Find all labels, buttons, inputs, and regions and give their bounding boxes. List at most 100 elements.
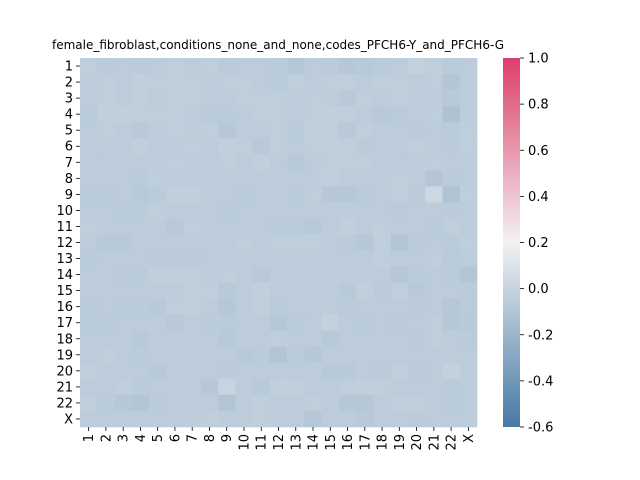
heatmap-cell <box>338 266 357 283</box>
heatmap-cell <box>183 346 202 364</box>
heatmap-cell <box>183 250 202 267</box>
heatmap-cell <box>149 410 167 428</box>
heatmap-cell <box>218 378 236 396</box>
heatmap-cell <box>459 202 478 219</box>
x-tick-label: 4 <box>134 434 149 442</box>
heatmap-cell <box>114 106 133 123</box>
heatmap-cell <box>356 234 374 251</box>
heatmap-cell <box>97 362 115 380</box>
heatmap-cell <box>304 410 322 428</box>
heatmap-cell <box>287 74 305 91</box>
y-tick-label: 3 <box>65 92 73 107</box>
heatmap-cell <box>183 186 202 203</box>
heatmap-cell <box>269 186 288 203</box>
heatmap-cell <box>131 202 150 219</box>
heatmap-cell <box>442 330 461 348</box>
heatmap-cell <box>390 410 409 428</box>
heatmap-cell <box>304 250 322 267</box>
heatmap-cell <box>218 394 236 412</box>
heatmap-cell <box>183 138 202 155</box>
heatmap-cell <box>235 138 253 155</box>
heatmap-cell <box>131 58 150 75</box>
heatmap-cell <box>218 346 236 364</box>
heatmap-cell <box>321 298 340 315</box>
heatmap-cell <box>235 154 253 171</box>
heatmap-cell <box>252 314 271 332</box>
heatmap-cell <box>390 282 409 299</box>
heatmap-cell <box>442 298 461 315</box>
heatmap-cell <box>80 138 98 155</box>
x-tick-label: 10 <box>237 434 252 451</box>
heatmap-cell <box>269 250 288 267</box>
heatmap-cell <box>166 122 184 139</box>
heatmap-cell <box>407 154 426 171</box>
heatmap-cell <box>373 106 391 123</box>
heatmap-cell <box>218 90 236 107</box>
heatmap-cell <box>97 234 115 251</box>
y-tick-label: X <box>64 412 73 427</box>
heatmap-cell <box>269 378 288 396</box>
colorbar-tick-label: 1.0 <box>528 52 549 67</box>
heatmap-cell <box>97 298 115 315</box>
heatmap-cell <box>149 122 167 139</box>
heatmap-cell <box>218 298 236 315</box>
heatmap-cell <box>390 186 409 203</box>
heatmap-cell <box>338 90 357 107</box>
heatmap-cell <box>252 250 271 267</box>
heatmap-cell <box>356 186 374 203</box>
heatmap-cell <box>459 330 478 348</box>
heatmap-cell <box>218 218 236 235</box>
y-tick-label: 7 <box>65 156 73 171</box>
heatmap-cell <box>287 410 305 428</box>
heatmap-cell <box>287 314 305 332</box>
heatmap-cell <box>304 218 322 235</box>
heatmap-cell <box>442 314 461 332</box>
heatmap-cell <box>97 74 115 91</box>
heatmap-cell <box>218 74 236 91</box>
heatmap-cell <box>390 346 409 364</box>
heatmap-cell <box>218 58 236 75</box>
heatmap-cell <box>218 122 236 139</box>
heatmap-cell <box>97 266 115 283</box>
heatmap-cell <box>166 250 184 267</box>
heatmap-cell <box>252 186 271 203</box>
heatmap-cell <box>390 266 409 283</box>
heatmap-cell <box>356 314 374 332</box>
y-tick-label: 1 <box>65 60 73 75</box>
heatmap-cell <box>373 410 391 428</box>
heatmap-cell <box>149 362 167 380</box>
heatmap-cell <box>252 282 271 299</box>
heatmap-cell <box>338 410 357 428</box>
heatmap-cell <box>252 154 271 171</box>
heatmap-cell <box>338 154 357 171</box>
heatmap-cell <box>183 154 202 171</box>
heatmap-cell <box>269 106 288 123</box>
heatmap-cell <box>97 58 115 75</box>
heatmap-cell <box>114 58 133 75</box>
heatmap-cell <box>304 154 322 171</box>
heatmap-cell <box>80 218 98 235</box>
heatmap-cell <box>321 138 340 155</box>
heatmap-cell <box>200 74 219 91</box>
colorbar-tick-label: -0.6 <box>528 421 553 436</box>
heatmap-cell <box>338 378 357 396</box>
heatmap-cell <box>80 74 98 91</box>
heatmap-cell <box>356 74 374 91</box>
heatmap-cell <box>442 346 461 364</box>
y-tick-label: 10 <box>56 204 73 219</box>
heatmap-cell <box>287 122 305 139</box>
heatmap-cell <box>356 122 374 139</box>
heatmap-cell <box>338 170 357 187</box>
heatmap-cell <box>407 250 426 267</box>
heatmap-cell <box>114 282 133 299</box>
heatmap-cell <box>287 394 305 412</box>
heatmap-cell <box>149 394 167 412</box>
heatmap-cell <box>459 186 478 203</box>
heatmap-cell <box>407 234 426 251</box>
heatmap-cell <box>407 346 426 364</box>
heatmap-cell <box>321 314 340 332</box>
heatmap-cell <box>287 282 305 299</box>
heatmap-cell <box>373 122 391 139</box>
heatmap-cell <box>80 202 98 219</box>
heatmap-cell <box>269 122 288 139</box>
